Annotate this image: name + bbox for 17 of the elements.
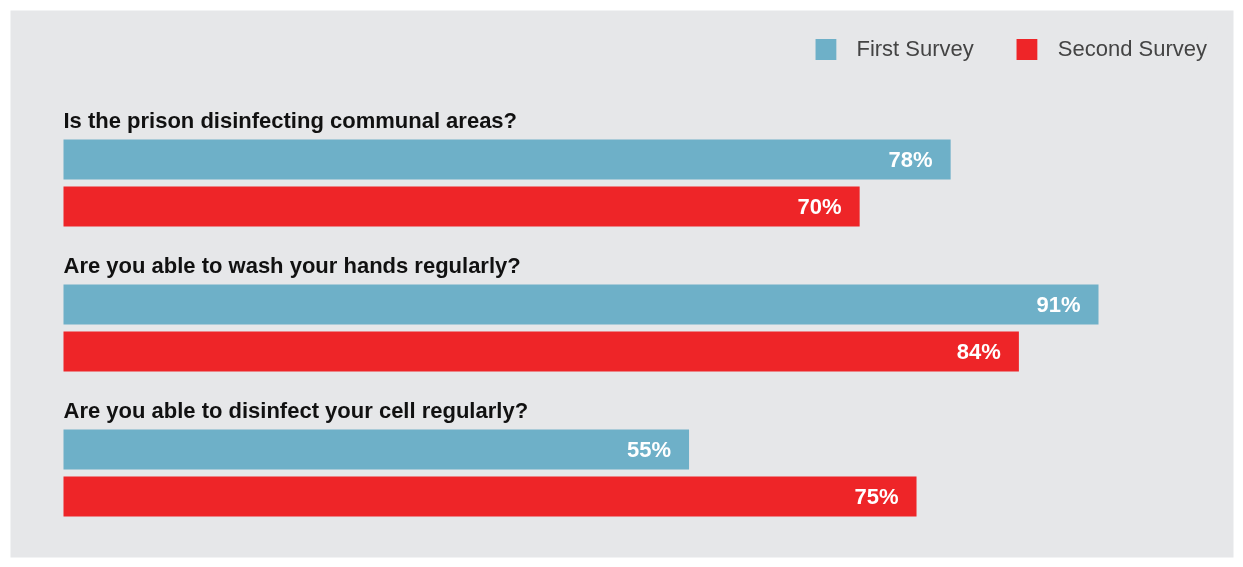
bar: [63, 284, 1099, 325]
data-label: 75%: [854, 484, 899, 509]
bar: [63, 476, 917, 517]
data-label: 70%: [797, 194, 842, 219]
y-tick-label: Are you able to disinfect your cell regularly?: [63, 398, 529, 423]
y-tick-label: Are you able to wash your hands regularly?: [63, 253, 521, 278]
data-label: 78%: [888, 147, 933, 172]
data-label: 91%: [1036, 292, 1081, 317]
bar: [63, 429, 690, 470]
bar: [63, 186, 860, 227]
legend-label: First Survey: [856, 36, 974, 62]
legend-label: Second Survey: [1057, 36, 1207, 62]
data-label: 55%: [627, 437, 672, 462]
bar: [63, 331, 1019, 372]
data-label: 84%: [956, 339, 1001, 364]
bar: [63, 139, 951, 180]
y-tick-label: Is the prison disinfecting communal areas?: [63, 108, 518, 133]
